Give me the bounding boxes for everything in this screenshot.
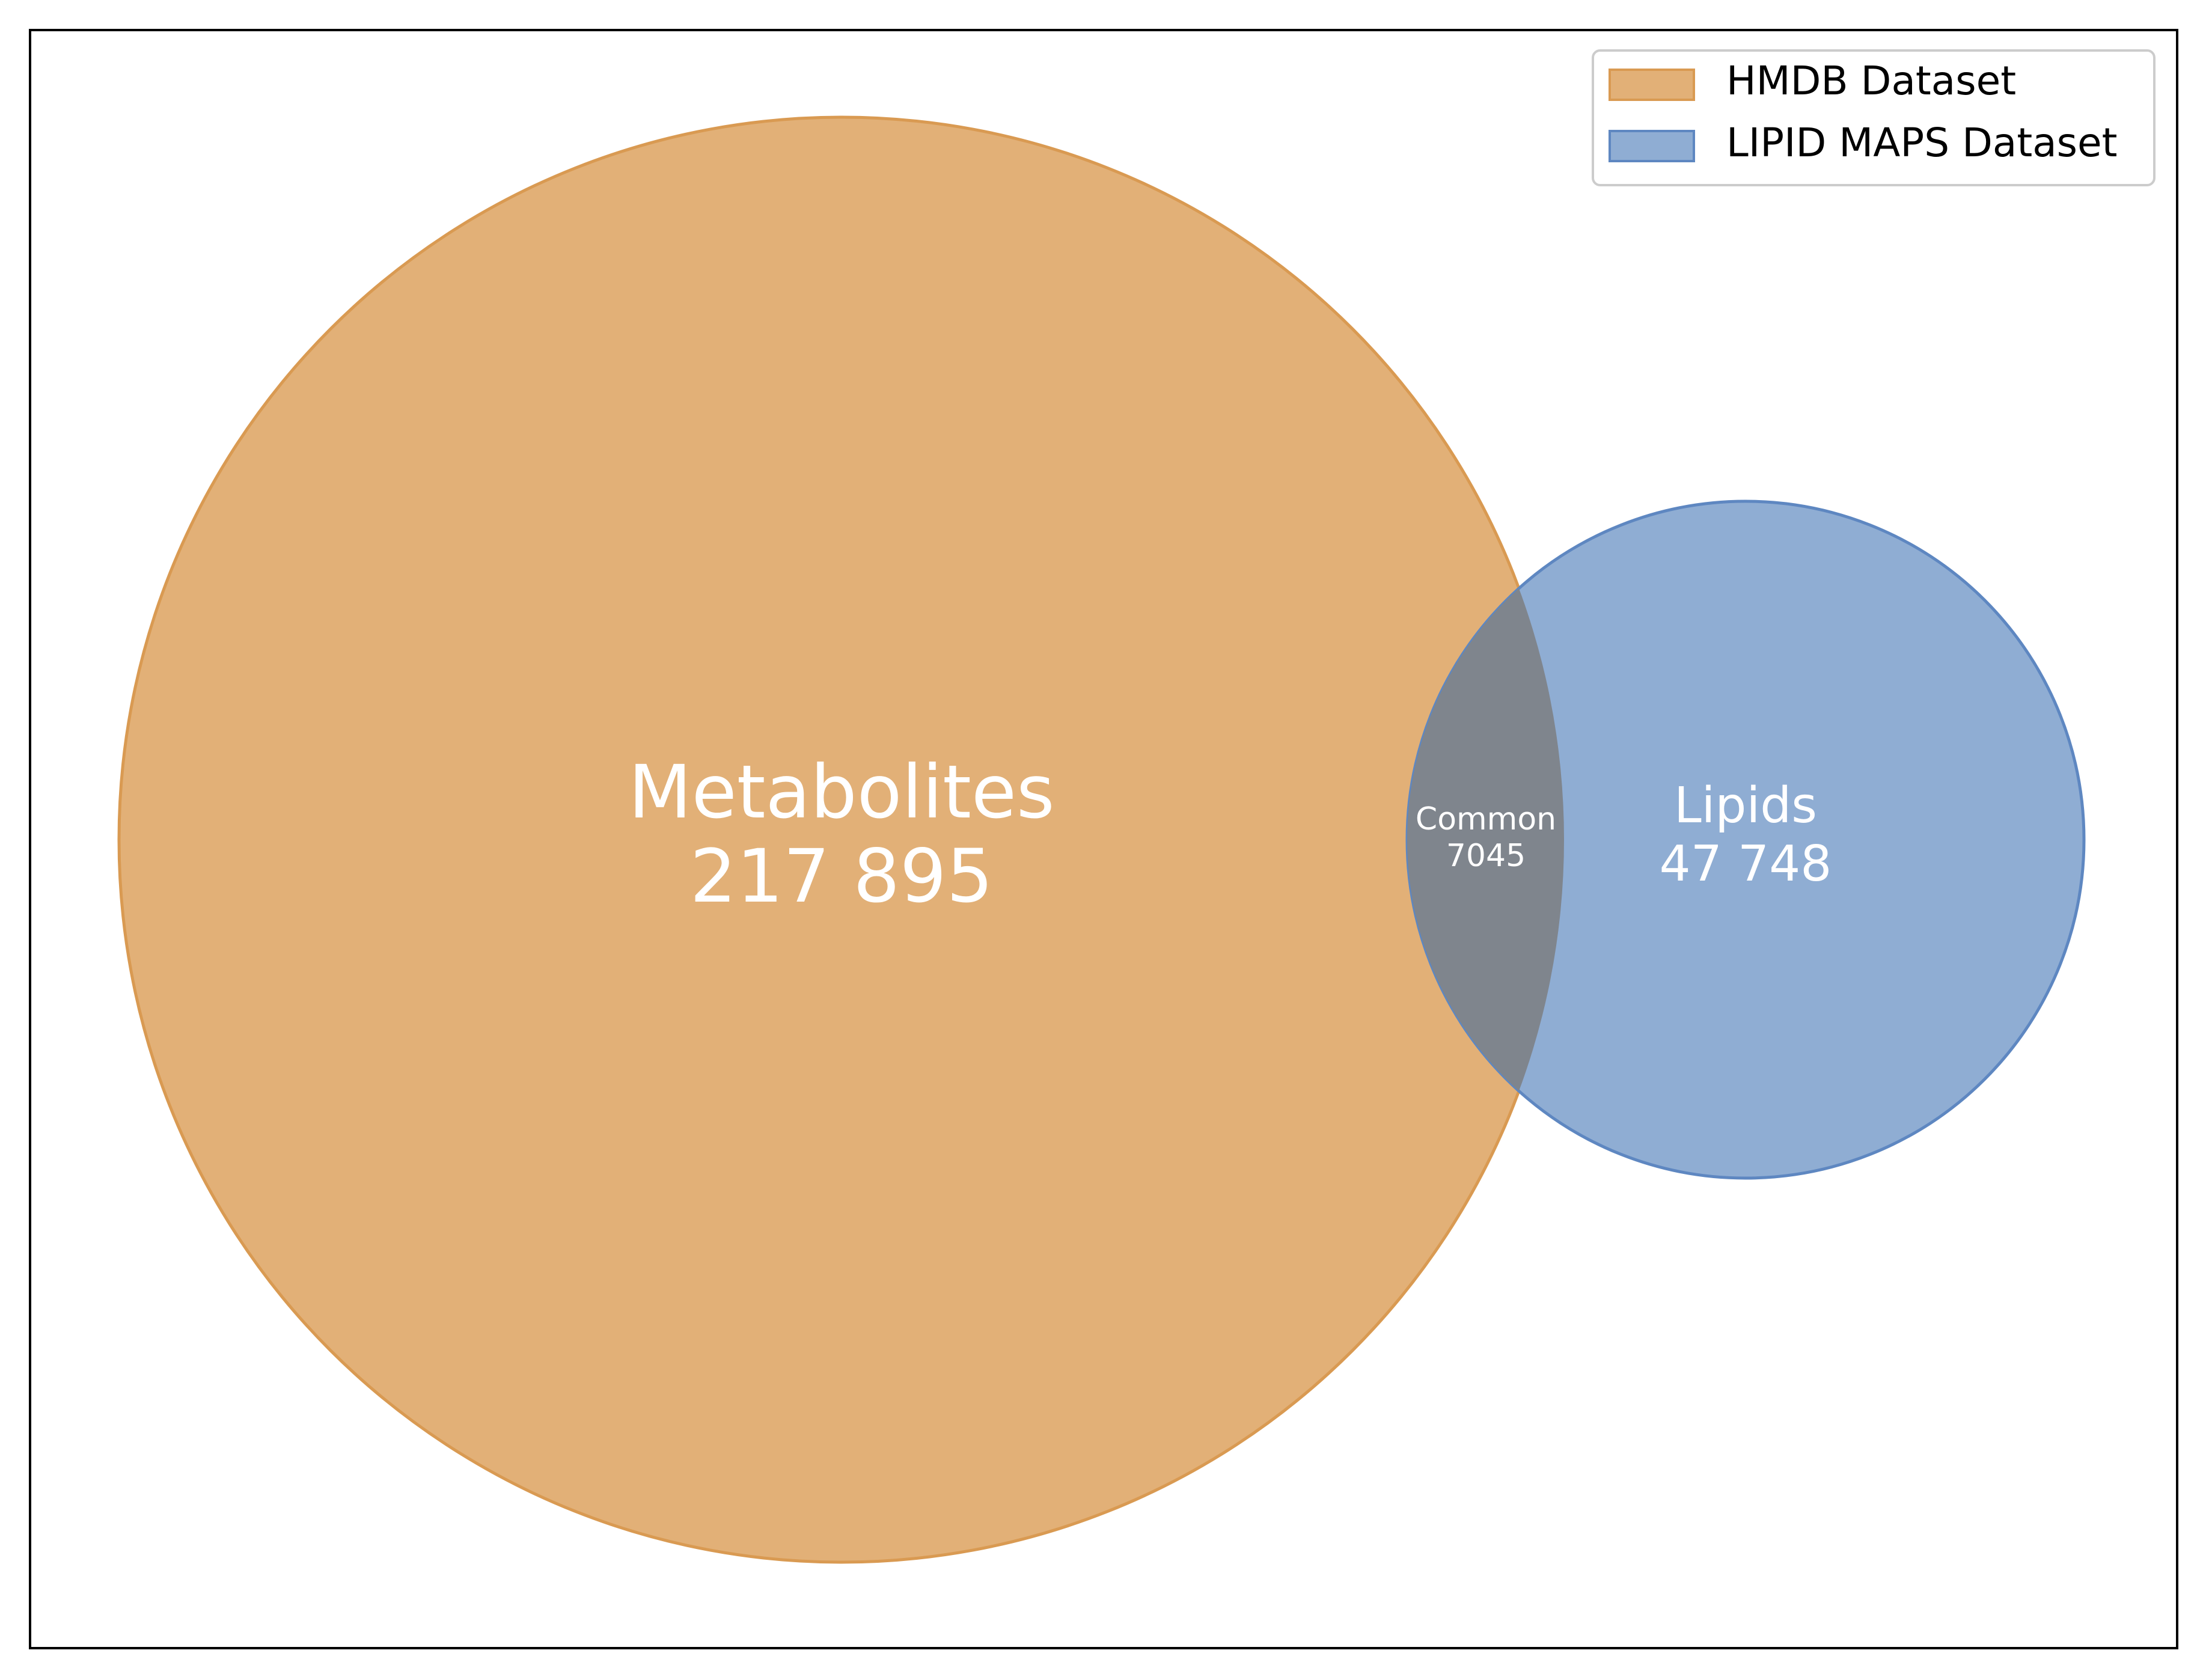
common-label-group: Common 7045 [1416, 801, 1556, 874]
lipids-label: Lipids [1674, 777, 1817, 834]
lipids-label-group: Lipids 47 748 [1660, 777, 1832, 893]
legend-label-hmdb: HMDB Dataset [1726, 58, 2016, 104]
metabolites-count: 217 895 [690, 834, 994, 919]
legend-label-lipid: LIPID MAPS Dataset [1726, 120, 2118, 166]
plot-frame [29, 29, 2178, 1649]
lipids-count: 47 748 [1660, 835, 1832, 893]
legend: HMDB Dataset LIPID MAPS Dataset [1592, 49, 2156, 186]
legend-box [1592, 49, 2156, 186]
common-label: Common [1416, 801, 1556, 837]
legend-swatch-lipid [1609, 130, 1695, 162]
common-count: 7045 [1446, 838, 1526, 874]
metabolites-label: Metabolites [628, 750, 1054, 835]
metabolites-label-group: Metabolites 217 895 [628, 750, 1054, 919]
legend-swatch-hmdb [1609, 69, 1695, 101]
